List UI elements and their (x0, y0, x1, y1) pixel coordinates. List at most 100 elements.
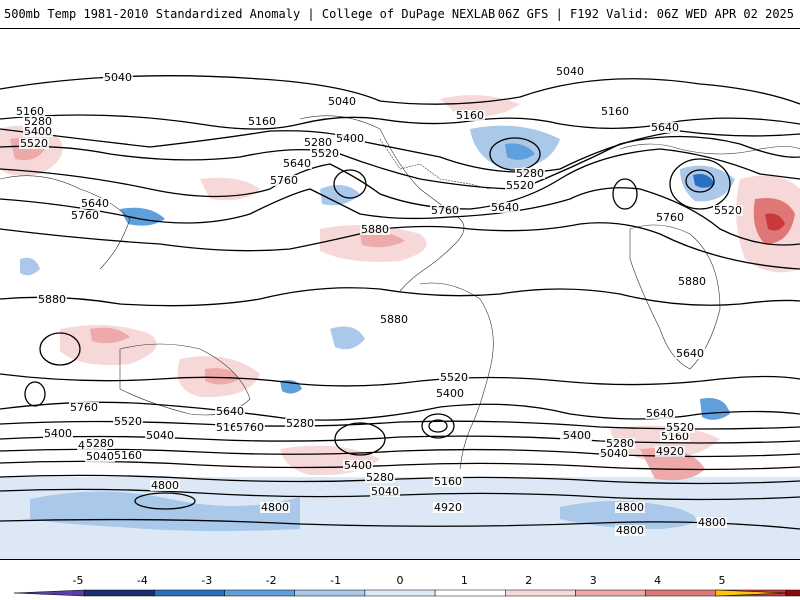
contour-label-bg (555, 66, 585, 77)
contour-label-bg (675, 348, 705, 359)
contour-label: 5160 (661, 430, 689, 443)
contour-label-bg (269, 175, 299, 186)
contour-label: 5400 (436, 387, 464, 400)
contour-label: 5040 (86, 450, 114, 463)
contour-label: 5520 (440, 371, 468, 384)
contour-label-bg (655, 446, 685, 457)
contour-label: 5400 (344, 459, 372, 472)
colorbar-tick-label: 1 (461, 574, 468, 587)
colorbar-blocks (13, 589, 800, 597)
contour-label: 5160 (114, 449, 142, 462)
contour-label-bg (103, 72, 133, 83)
contour-label-bg (150, 480, 180, 491)
contour-label-bg (23, 116, 53, 127)
contour-label: 5400 (563, 429, 591, 442)
contour-label: 5160 (434, 475, 462, 488)
contour-label-bg (19, 138, 49, 149)
contour-label: 5280 (304, 136, 332, 149)
contour-label-bg (713, 205, 743, 216)
colorbar-swatch (294, 589, 366, 597)
contour-label: 5280 (286, 417, 314, 430)
contour-label: 5280 (516, 167, 544, 180)
coastlines (0, 115, 800, 470)
height-contours (0, 75, 800, 530)
contour-label: 5520 (506, 179, 534, 192)
contour-label: 5040 (556, 65, 584, 78)
contour-label-bg (285, 418, 315, 429)
colorbar-tick-label: 2 (525, 574, 532, 587)
contour-label: 5520 (311, 147, 339, 160)
contour-label-bg (70, 210, 100, 221)
contour-label-bg (650, 122, 680, 133)
contour-label: 5760 (270, 174, 298, 187)
contour-label-bg (235, 422, 265, 433)
contour-label-bg (43, 428, 73, 439)
contour-label: 5040 (146, 429, 174, 442)
contour-label-bg (303, 137, 333, 148)
contour-label-bg (247, 116, 277, 127)
contour-label: 5280 (366, 471, 394, 484)
contour-label-bg (37, 294, 67, 305)
contour-label-bg (490, 202, 520, 213)
contour-label-bg (335, 133, 365, 144)
contour-label: 5160 (248, 115, 276, 128)
contour-label: 5400 (336, 132, 364, 145)
contour-label-bg (85, 451, 115, 462)
colorbar-swatch (645, 589, 717, 597)
header: 500mb Temp 1981-2010 Standardized Anomal… (0, 0, 800, 28)
colorbar-tick-label: -4 (137, 574, 148, 587)
colorbar-ticks: -5 -4 -3 -2 -1 0 1 2 3 4 5 (73, 574, 726, 587)
colorbar-swatch (434, 589, 506, 597)
contour-label: 5880 (361, 223, 389, 236)
colorbar-swatch (13, 589, 85, 597)
contour-label-bg (615, 525, 645, 536)
contour-label-bg (615, 502, 645, 513)
contour-label: 5280 (86, 437, 114, 450)
contour-label-bg (455, 110, 485, 121)
contour-label-bg (605, 438, 635, 449)
contour-label-bg (69, 402, 99, 413)
colorbar-swatch (224, 589, 295, 597)
contour-label: 5040 (328, 95, 356, 108)
contour-label-bg (433, 502, 463, 513)
contour-label-bg (505, 180, 535, 191)
contour-label: 5400 (44, 427, 72, 440)
contour-label-bg (215, 422, 245, 433)
contour-label: 5880 (380, 313, 408, 326)
contour-label-bg (215, 406, 245, 417)
contour-label-bg (343, 460, 373, 471)
colorbar-swatch (785, 589, 800, 597)
colorbar-tick-label: 0 (397, 574, 404, 587)
contour-label-bg (433, 476, 463, 487)
contour-label-bg (515, 168, 545, 179)
contour-label: 5640 (646, 407, 674, 420)
colorbar-swatch (154, 589, 225, 597)
contour-label-bg (370, 486, 400, 497)
contour-label: 5760 (236, 421, 264, 434)
colorbar-swatch (364, 589, 436, 597)
contour-label-bg (435, 388, 465, 399)
contour-label: 5040 (104, 71, 132, 84)
contour-label-bg (145, 430, 175, 441)
colorbar-swatch (575, 589, 646, 597)
contour-label-bg (80, 198, 110, 209)
contour-label: 5640 (81, 197, 109, 210)
contour-label: 5400 (24, 125, 52, 138)
contour-label-bg (599, 448, 629, 459)
contour-label: 5760 (71, 209, 99, 222)
map-title: 500mb Temp 1981-2010 Standardized Anomal… (4, 7, 496, 21)
contour-label: 5880 (678, 275, 706, 288)
contour-label: 5520 (666, 421, 694, 434)
anomaly-colorbar: -5 -4 -3 -2 -1 0 1 2 3 4 5 (13, 574, 800, 597)
colorbar-tick-label: -3 (201, 574, 212, 587)
contour-label: 5160 (601, 105, 629, 118)
contour-label: 5760 (656, 211, 684, 224)
contour-label: 5640 (283, 157, 311, 170)
contour-label-bg (85, 438, 115, 449)
contour-label: 4920 (434, 501, 462, 514)
contour-label: 5640 (491, 201, 519, 214)
contour-label: 5640 (216, 405, 244, 418)
contour-label: 5760 (431, 204, 459, 217)
